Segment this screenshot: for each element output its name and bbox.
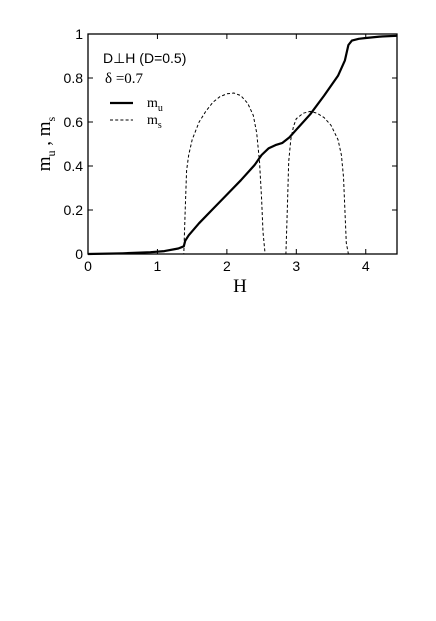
plot-area: 0 1 2 3 4 0 0.2 0.4 0.6 0.8 1	[64, 26, 398, 274]
y-axis-title: mu , ms	[34, 116, 58, 171]
series-layer	[87, 34, 398, 256]
x-tick-label: 3	[292, 258, 300, 274]
legend-mu-sub: u	[158, 103, 163, 114]
y-tick-label: 0.4	[64, 158, 84, 174]
y-tick-label: 1	[75, 26, 83, 42]
legend-label-ms: ms	[147, 113, 162, 131]
x-tick-label: 0	[84, 258, 92, 274]
axis-tick-labels: 0 1 2 3 4 0 0.2 0.4 0.6 0.8 1	[64, 26, 370, 274]
x-axis-title: H	[233, 276, 247, 297]
series-line-m-s	[88, 92, 397, 255]
legend-ms-sub: s	[158, 120, 162, 131]
legend: mu ms	[110, 96, 163, 131]
legend-label-mu: mu	[147, 96, 163, 114]
y-title-ms-base: , m	[34, 121, 55, 150]
y-title-mu-base: m	[34, 156, 55, 171]
series-line-m-u	[87, 34, 398, 256]
y-tick-label: 0.6	[64, 114, 84, 130]
y-title-mu-sub: u	[44, 150, 58, 156]
annotation-line2: δ =0.7	[105, 71, 144, 87]
y-title-ms-sub: s	[44, 116, 58, 121]
legend-ms-base: m	[147, 113, 158, 128]
y-tick-label: 0.2	[64, 202, 84, 218]
x-tick-label: 4	[362, 258, 370, 274]
x-tick-label: 2	[223, 258, 231, 274]
y-tick-label: 0	[75, 246, 83, 262]
legend-mu-base: m	[147, 96, 158, 111]
axis-ticks	[87, 33, 397, 255]
x-tick-label: 1	[154, 258, 162, 274]
y-tick-label: 0.8	[64, 70, 84, 86]
plot-frame	[87, 33, 398, 255]
annotation-line1: D⊥H (D=0.5)	[103, 50, 186, 66]
